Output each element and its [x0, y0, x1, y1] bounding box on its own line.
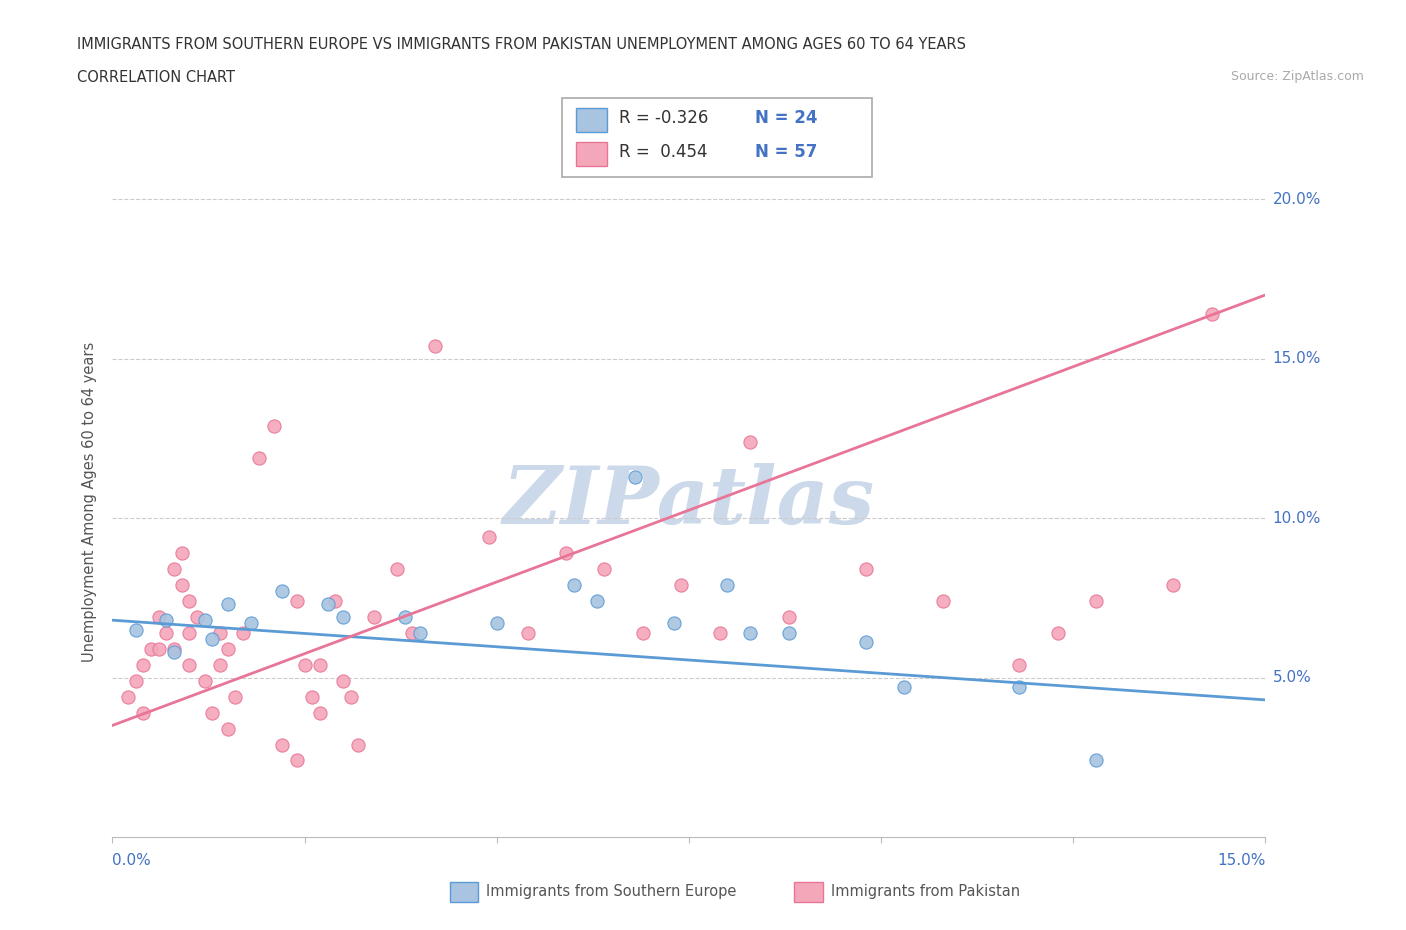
Point: [217, 597, 239, 612]
Point: [778, 626, 800, 641]
Point: [893, 680, 915, 695]
Point: [117, 689, 139, 704]
Point: [285, 753, 308, 768]
Point: [232, 626, 254, 641]
Text: 15.0%: 15.0%: [1218, 853, 1265, 868]
Text: ZIPatlas: ZIPatlas: [503, 463, 875, 541]
Point: [593, 562, 616, 577]
Point: [662, 616, 685, 631]
Point: [217, 721, 239, 736]
Point: [194, 613, 217, 628]
Point: [562, 578, 585, 592]
Text: 0.0%: 0.0%: [112, 853, 152, 868]
Point: [363, 609, 385, 624]
Point: [309, 705, 332, 720]
Point: [270, 737, 292, 752]
Point: [148, 642, 170, 657]
Point: [148, 609, 170, 624]
Text: N = 24: N = 24: [755, 109, 817, 127]
Point: [124, 622, 146, 637]
Point: [425, 339, 447, 353]
Point: [332, 673, 354, 688]
Point: [855, 635, 877, 650]
Point: [201, 631, 224, 646]
Point: [709, 626, 731, 641]
Text: 20.0%: 20.0%: [1272, 192, 1320, 206]
Point: [179, 658, 201, 672]
Point: [179, 593, 201, 608]
Point: [139, 642, 162, 657]
Point: [201, 705, 224, 720]
Point: [485, 616, 508, 631]
Point: [740, 434, 762, 449]
Point: [155, 626, 177, 641]
Point: [585, 593, 607, 608]
Y-axis label: Unemployment Among Ages 60 to 64 years: Unemployment Among Ages 60 to 64 years: [82, 342, 97, 662]
Point: [179, 626, 201, 641]
Point: [170, 546, 193, 561]
Point: [332, 609, 354, 624]
Point: [285, 593, 308, 608]
Point: [401, 626, 423, 641]
Point: [740, 626, 762, 641]
Point: [1008, 658, 1031, 672]
Point: [1201, 307, 1223, 322]
Point: [409, 626, 432, 641]
Point: [1085, 753, 1108, 768]
Point: [855, 562, 877, 577]
Point: [170, 578, 193, 592]
Point: [301, 689, 323, 704]
Text: Immigrants from Southern Europe: Immigrants from Southern Europe: [486, 884, 737, 899]
Text: Immigrants from Pakistan: Immigrants from Pakistan: [831, 884, 1021, 899]
Point: [385, 562, 408, 577]
Point: [778, 609, 800, 624]
Point: [339, 689, 361, 704]
Point: [624, 470, 647, 485]
Point: [671, 578, 693, 592]
Point: [1085, 593, 1108, 608]
Text: R = -0.326: R = -0.326: [619, 109, 709, 127]
Text: Source: ZipAtlas.com: Source: ZipAtlas.com: [1230, 70, 1364, 83]
Point: [294, 658, 316, 672]
Point: [163, 642, 186, 657]
Point: [270, 584, 292, 599]
Point: [309, 658, 332, 672]
Point: [239, 616, 262, 631]
Point: [1008, 680, 1031, 695]
Text: 5.0%: 5.0%: [1272, 671, 1312, 685]
Point: [478, 530, 501, 545]
Point: [516, 626, 538, 641]
Point: [931, 593, 953, 608]
Point: [316, 597, 339, 612]
Point: [163, 562, 186, 577]
Point: [247, 450, 270, 465]
Point: [224, 689, 246, 704]
Point: [263, 418, 285, 433]
Text: CORRELATION CHART: CORRELATION CHART: [77, 70, 235, 85]
Point: [631, 626, 654, 641]
Point: [217, 642, 239, 657]
Point: [394, 609, 416, 624]
Point: [716, 578, 738, 592]
Point: [132, 705, 155, 720]
Point: [132, 658, 155, 672]
Text: N = 57: N = 57: [755, 142, 817, 161]
Point: [194, 673, 217, 688]
Text: 10.0%: 10.0%: [1272, 511, 1320, 525]
Point: [209, 626, 232, 641]
Text: R =  0.454: R = 0.454: [619, 142, 707, 161]
Text: IMMIGRANTS FROM SOUTHERN EUROPE VS IMMIGRANTS FROM PAKISTAN UNEMPLOYMENT AMONG A: IMMIGRANTS FROM SOUTHERN EUROPE VS IMMIG…: [77, 37, 966, 52]
Point: [347, 737, 370, 752]
Point: [155, 613, 177, 628]
Text: 15.0%: 15.0%: [1272, 352, 1320, 366]
Point: [163, 644, 186, 659]
Point: [1046, 626, 1069, 641]
Point: [209, 658, 232, 672]
Point: [325, 593, 347, 608]
Point: [124, 673, 146, 688]
Point: [555, 546, 578, 561]
Point: [186, 609, 208, 624]
Point: [1161, 578, 1184, 592]
